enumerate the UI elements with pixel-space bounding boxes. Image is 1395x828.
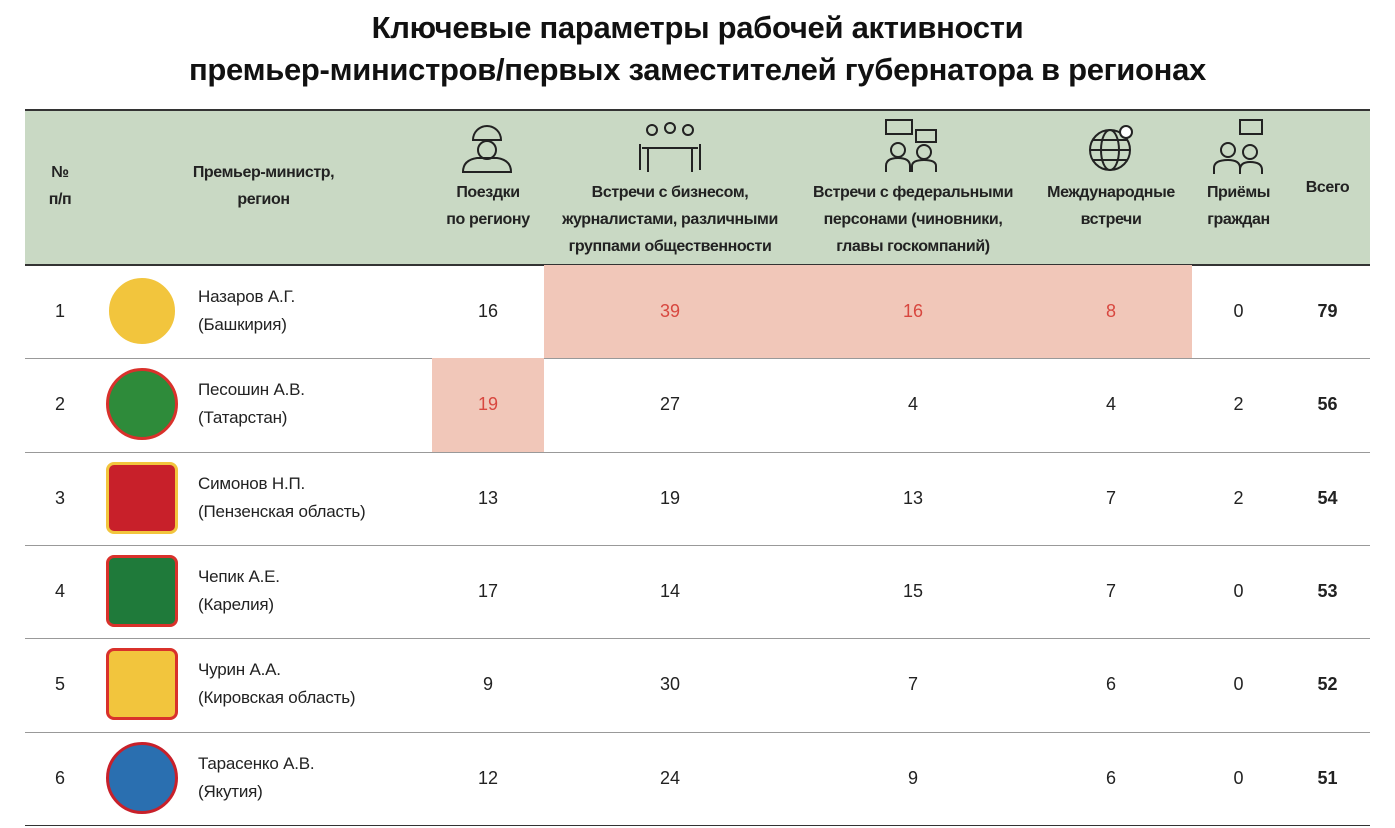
column-header: Премьер-министр,: [192, 164, 335, 181]
emblem: [106, 554, 178, 627]
column-header: Международные: [1047, 184, 1175, 201]
emblem: [106, 648, 178, 721]
header-rule: [25, 264, 1370, 266]
region-name: (Татарстан): [198, 408, 288, 428]
premier-name: Чурин А.А.: [198, 660, 281, 680]
value-cell: 7: [1105, 487, 1116, 508]
premier-name: Чепик А.Е.: [198, 566, 280, 586]
row-number: 5: [54, 674, 65, 695]
row-number: 6: [54, 767, 65, 788]
column-header: п/п: [48, 191, 72, 208]
highlight-cell: [1030, 265, 1192, 359]
value-cell: 19: [659, 487, 681, 508]
row-rule: [25, 824, 1370, 827]
value-cell: 0: [1233, 674, 1244, 695]
emblem: [106, 461, 178, 534]
column-header: встречи: [1080, 211, 1142, 228]
value-cell: 0: [1233, 301, 1244, 322]
value-cell: 7: [1105, 581, 1116, 602]
row-rule: [25, 358, 1370, 360]
column-header: граждан: [1207, 211, 1270, 228]
row-number: 1: [54, 301, 65, 322]
row-rule: [25, 451, 1370, 453]
value-cell: 6: [1105, 767, 1116, 788]
column-header: Приёмы: [1206, 184, 1271, 201]
total-cell: 51: [1317, 767, 1338, 788]
region-name: (Якутия): [198, 781, 263, 801]
value-cell: 13: [477, 487, 499, 508]
value-cell: 4: [1105, 394, 1116, 415]
column-header: Встречи с федеральными: [812, 184, 1014, 201]
icon-business: [639, 122, 701, 172]
icon-citizens: [1213, 119, 1263, 174]
row-rule: [25, 638, 1370, 640]
value-cell: 19: [477, 394, 499, 415]
column-header: журналистами, различными: [562, 211, 778, 228]
value-cell: 8: [1105, 301, 1116, 322]
value-cell: 16: [902, 301, 924, 322]
value-cell: 0: [1233, 767, 1244, 788]
value-cell: 13: [902, 487, 924, 508]
premier-name: Песошин А.В.: [198, 380, 305, 400]
column-header: регион: [237, 191, 290, 208]
value-cell: 4: [907, 394, 918, 415]
value-cell: 9: [907, 767, 918, 788]
top-rule: [25, 109, 1370, 111]
row-rule: [25, 544, 1370, 546]
total-cell: 53: [1317, 581, 1338, 602]
column-header: группами общественности: [568, 238, 772, 255]
column-header: по региону: [446, 211, 530, 228]
title-line: премьер-министров/первых заместителей гу…: [188, 52, 1206, 87]
value-cell: 2: [1233, 394, 1244, 415]
total-cell: 52: [1317, 674, 1338, 695]
icon-federal: [885, 119, 937, 172]
total-cell: 79: [1317, 301, 1338, 322]
value-cell: 16: [477, 301, 499, 322]
value-cell: 24: [659, 767, 681, 788]
value-cell: 27: [659, 394, 681, 415]
column-header: главы госкомпаний): [836, 238, 990, 255]
total-cell: 54: [1317, 487, 1338, 508]
emblem: [106, 275, 178, 347]
icon-trips: [461, 125, 513, 173]
value-cell: 9: [482, 674, 493, 695]
emblem: [106, 741, 178, 814]
column-header: Поездки: [456, 184, 520, 201]
value-cell: 0: [1233, 581, 1244, 602]
row-number: 2: [54, 394, 65, 415]
column-header: персонами (чиновники,: [823, 211, 1003, 228]
value-cell: 17: [477, 581, 499, 602]
highlight-cell: [432, 358, 544, 452]
title-line: Ключевые параметры рабочей активности: [371, 10, 1024, 45]
premier-name: Тарасенко А.В.: [198, 753, 315, 773]
region-name: (Пензенская область): [198, 501, 366, 521]
row-rule: [25, 731, 1370, 733]
column-header: Всего: [1305, 179, 1350, 196]
highlight-cell: [544, 265, 796, 359]
column-header: №: [51, 164, 69, 181]
header-bg: [25, 110, 1370, 265]
value-cell: 14: [659, 581, 681, 602]
value-cell: 30: [659, 674, 681, 695]
highlight-cell: [796, 265, 1030, 359]
total-cell: 56: [1317, 394, 1338, 415]
value-cell: 7: [907, 674, 918, 695]
value-cell: 12: [477, 767, 499, 788]
value-cell: 2: [1233, 487, 1244, 508]
premier-name: Назаров А.Г.: [198, 287, 295, 306]
emblem: [106, 368, 178, 441]
row-number: 3: [54, 487, 65, 508]
icon-international: [1089, 125, 1133, 171]
region-name: (Кировская область): [198, 688, 356, 708]
column-header: Встречи с бизнесом,: [591, 184, 749, 201]
region-name: (Башкирия): [198, 315, 287, 334]
premier-name: Симонов Н.П.: [198, 473, 306, 493]
value-cell: 39: [659, 301, 681, 322]
row-number: 4: [54, 581, 65, 602]
region-name: (Карелия): [198, 594, 274, 614]
value-cell: 6: [1105, 674, 1116, 695]
value-cell: 15: [902, 581, 924, 602]
